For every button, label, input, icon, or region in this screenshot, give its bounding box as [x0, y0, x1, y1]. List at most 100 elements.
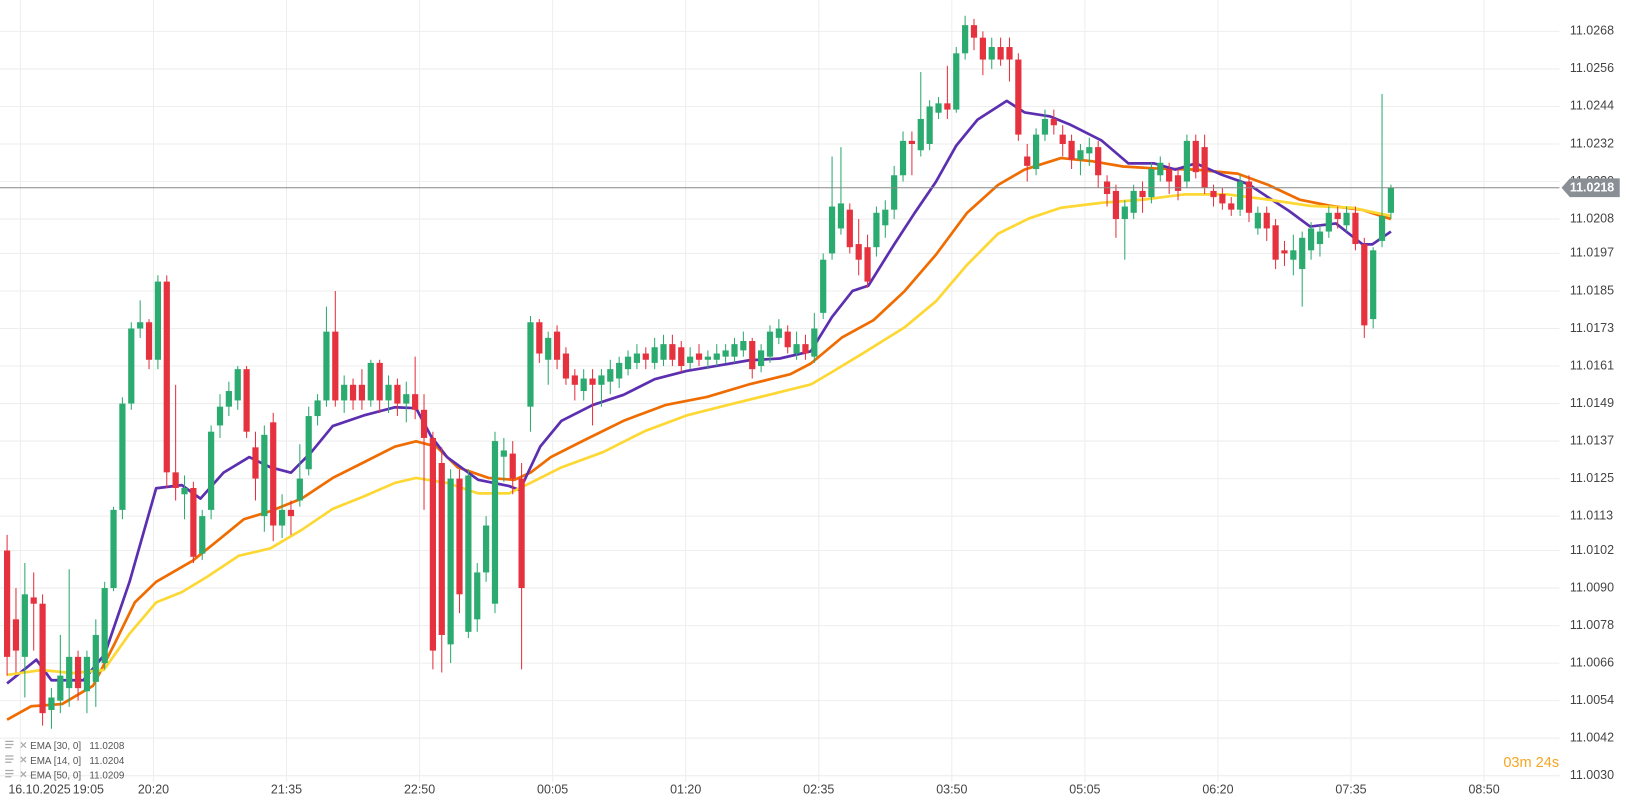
legend: EMA [30, 0] 11.0208 EMA [14, 0] 11.0204 EMA …	[5, 740, 125, 781]
candle-body	[899, 140, 907, 176]
candle-body	[39, 603, 46, 714]
candle-body	[1219, 194, 1226, 204]
y-tick-label: 11.0113	[1570, 508, 1613, 522]
candle-body	[314, 400, 321, 417]
candle-body	[731, 344, 738, 357]
candle-body	[545, 337, 552, 360]
candle-body	[137, 322, 144, 329]
candle-body	[1201, 147, 1208, 188]
candle-body	[1361, 244, 1368, 326]
candle-body	[793, 344, 800, 354]
candle-body	[332, 331, 339, 401]
candle-body	[1254, 212, 1261, 229]
candle-body	[3, 550, 11, 657]
candle-body	[678, 347, 685, 367]
y-tick-label: 11.0090	[1570, 580, 1614, 594]
candle-body	[66, 656, 73, 689]
grid	[0, 0, 1560, 782]
candle-body	[1343, 212, 1350, 226]
candle-body	[181, 487, 188, 495]
candle-body	[1086, 147, 1093, 154]
candle-body	[216, 406, 224, 426]
candle-body	[305, 416, 312, 470]
candle-body	[1121, 206, 1128, 220]
candle-body	[1272, 225, 1279, 260]
candle-body	[669, 344, 676, 360]
y-tick-label: 11.0197	[1570, 246, 1614, 260]
candle-body	[908, 140, 916, 144]
candle-body	[997, 47, 1004, 60]
candle-body	[988, 47, 995, 60]
candle-body	[1148, 169, 1155, 198]
candle-body	[1183, 140, 1190, 182]
candle-body	[1370, 250, 1377, 320]
candle-body	[1237, 181, 1244, 210]
candle-body	[846, 209, 853, 248]
candle-body	[1139, 190, 1146, 198]
candle-body	[1290, 250, 1297, 260]
candle-body	[252, 447, 259, 479]
candle-body	[465, 475, 472, 632]
y-tick-label: 11.0078	[1570, 618, 1614, 632]
candle-body	[891, 175, 898, 210]
candle-body	[154, 281, 162, 360]
x-tick-label: 07:35	[1335, 783, 1366, 797]
candle-body	[704, 356, 711, 360]
candle-body	[261, 434, 268, 517]
candle-body	[287, 509, 295, 517]
candle-body	[802, 344, 809, 354]
x-tick-label: 20:20	[138, 783, 169, 797]
candle-body	[234, 369, 241, 401]
candle-body	[1325, 212, 1332, 232]
candle-body	[651, 347, 658, 363]
candle-body	[74, 656, 82, 689]
candle-body	[1299, 237, 1306, 270]
candle-body	[57, 675, 64, 701]
candle-body	[110, 509, 117, 589]
candle-body	[722, 350, 729, 357]
candle-body	[172, 472, 179, 488]
candle-body	[1263, 212, 1270, 229]
candle-body	[553, 331, 561, 360]
candle-body	[873, 212, 880, 248]
candle-body	[1015, 59, 1022, 135]
countdown: 03m 24s	[1503, 755, 1559, 771]
candle-body	[447, 478, 454, 645]
x-tick-label: 03:50	[936, 783, 967, 797]
legend-value: 11.0204	[89, 756, 124, 767]
candle-body	[1077, 150, 1084, 160]
candle-body	[1032, 134, 1040, 170]
legend-value: 11.0208	[89, 741, 124, 752]
candle-body	[1387, 187, 1395, 213]
x-tick-label: 06:20	[1202, 783, 1233, 797]
candle-body	[598, 375, 605, 385]
candle-body	[1281, 250, 1288, 254]
candle-body	[624, 356, 632, 370]
candle-body	[536, 322, 543, 354]
ema-line	[6, 192, 1392, 677]
candle-body	[970, 25, 978, 38]
y-tick-label: 11.0173	[1570, 321, 1614, 335]
candle-body	[225, 391, 232, 407]
y-tick-label: 11.0185	[1570, 283, 1614, 297]
candle-body	[766, 331, 774, 357]
candle-body	[83, 656, 91, 692]
candle-body	[571, 375, 578, 385]
candle-body	[341, 384, 348, 401]
candle-body	[12, 619, 20, 651]
candle-body	[376, 362, 383, 401]
candle-body	[403, 394, 410, 404]
candle-body	[1095, 147, 1102, 176]
candle-body	[199, 516, 206, 554]
y-tick-label: 11.0054	[1570, 693, 1614, 707]
candle-body	[358, 384, 366, 401]
candle-body	[412, 394, 419, 410]
candle-body	[607, 369, 614, 382]
x-tick-label: 02:35	[803, 783, 834, 797]
y-tick-label: 11.0030	[1570, 768, 1614, 782]
candle-body	[740, 341, 747, 351]
y-tick-label: 11.0102	[1570, 543, 1614, 557]
candle-body	[562, 353, 570, 379]
